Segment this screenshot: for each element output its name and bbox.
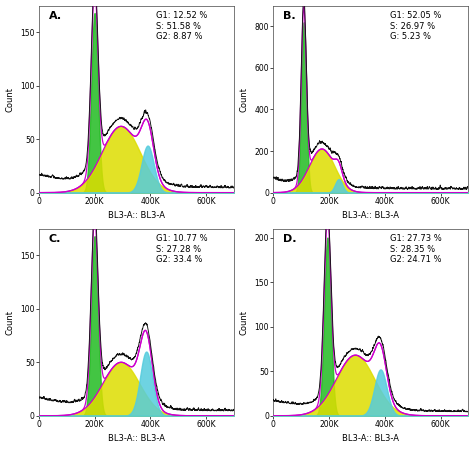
X-axis label: BL3-A:: BL3-A: BL3-A:: BL3-A — [108, 435, 165, 444]
Text: G1: 52.05 %
S: 26.97 %
G: 5.23 %: G1: 52.05 % S: 26.97 % G: 5.23 % — [390, 11, 442, 41]
Text: G1: 12.52 %
S: 51.58 %
G2: 8.87 %: G1: 12.52 % S: 51.58 % G2: 8.87 % — [156, 11, 208, 41]
Y-axis label: Count: Count — [6, 310, 15, 335]
Y-axis label: Count: Count — [6, 87, 15, 112]
Text: B.: B. — [283, 11, 295, 21]
X-axis label: BL3-A:: BL3-A: BL3-A:: BL3-A — [342, 211, 399, 220]
Text: D.: D. — [283, 234, 296, 244]
Text: G1: 27.73 %
S: 28.35 %
G2: 24.71 %: G1: 27.73 % S: 28.35 % G2: 24.71 % — [390, 234, 442, 264]
Y-axis label: Count: Count — [240, 87, 249, 112]
X-axis label: BL3-A:: BL3-A: BL3-A:: BL3-A — [342, 435, 399, 444]
Text: A.: A. — [48, 11, 62, 21]
Text: G1: 10.77 %
S: 27.28 %
G2: 33.4 %: G1: 10.77 % S: 27.28 % G2: 33.4 % — [156, 234, 208, 264]
Y-axis label: Count: Count — [240, 310, 249, 335]
X-axis label: BL3-A:: BL3-A: BL3-A:: BL3-A — [108, 211, 165, 220]
Text: C.: C. — [48, 234, 61, 244]
